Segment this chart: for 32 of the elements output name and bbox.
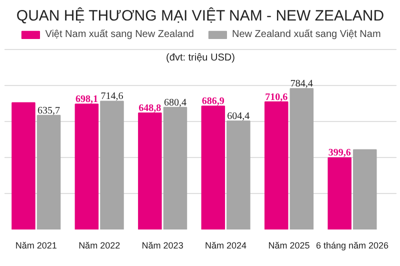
legend-label: Việt Nam xuất sang New Zealand xyxy=(45,29,194,40)
data-label: 686,9 xyxy=(202,96,224,108)
bar xyxy=(163,106,188,230)
bar xyxy=(226,120,250,230)
bar xyxy=(264,101,288,230)
data-label: 635,7 xyxy=(38,105,60,116)
data-label: 604,4 xyxy=(227,110,250,122)
data-label: 648,8 xyxy=(138,103,162,114)
bar xyxy=(201,106,226,230)
legend-label: New Zealand xuất sang Việt Nam xyxy=(232,29,381,40)
data-label: 784,4 xyxy=(290,78,313,90)
data-label: 698,1 xyxy=(75,94,98,106)
x-tick-label: Năm 2022 xyxy=(78,240,120,250)
chart-subtitle: (đvt: triệu USD) xyxy=(166,52,235,64)
x-tick-label: Năm 2025 xyxy=(268,240,310,250)
x-tick-label: Năm 2024 xyxy=(205,240,247,250)
bar xyxy=(100,100,124,230)
data-label: 399,6 xyxy=(328,148,351,159)
bar xyxy=(138,112,162,230)
bar xyxy=(290,88,314,230)
bar xyxy=(12,102,36,230)
data-label: 714,6 xyxy=(100,91,124,102)
x-tick-label: Năm 2021 xyxy=(15,240,57,250)
data-label: 710,6 xyxy=(265,92,288,103)
bar xyxy=(74,104,99,230)
data-label: 680,4 xyxy=(164,97,186,108)
x-tick-label: 6 tháng năm 2026 xyxy=(316,240,389,250)
bar xyxy=(328,157,352,230)
bar xyxy=(353,149,377,230)
chart-title: QUAN HỆ THƯƠNG MẠI VIỆT NAM - NEW ZEALAND xyxy=(16,6,384,24)
x-tick-label: Năm 2023 xyxy=(142,240,184,250)
bar xyxy=(36,114,61,230)
